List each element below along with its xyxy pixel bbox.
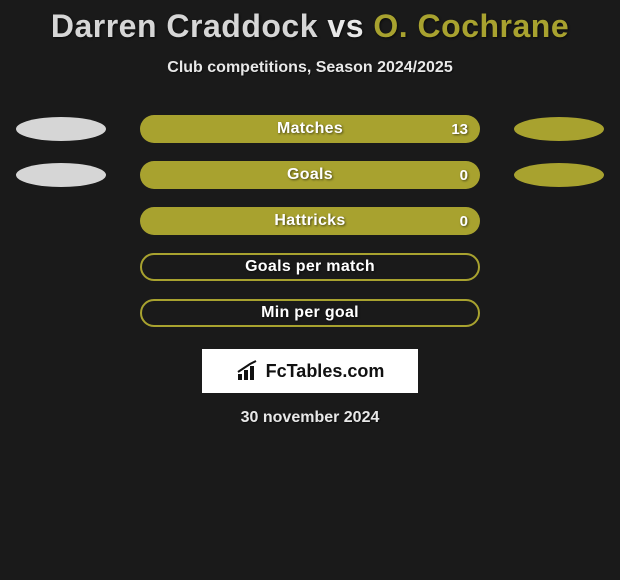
player1-name: Darren Craddock [51,8,318,44]
logo-box: FcTables.com [202,349,418,393]
stat-label: Matches [277,120,343,138]
subtitle: Club competitions, Season 2024/2025 [167,59,452,77]
stat-row: Min per goal [0,299,620,327]
player2-ellipse [514,117,604,141]
stat-bar: Goals per match [140,253,480,281]
stat-row: Hattricks 0 [0,207,620,235]
stat-bar: Min per goal [140,299,480,327]
stat-bar: Matches 13 [140,115,480,143]
stat-bar: Hattricks 0 [140,207,480,235]
player1-ellipse [16,163,106,187]
stat-bar: Goals 0 [140,161,480,189]
stat-label: Goals per match [245,258,375,276]
player2-name: O. Cochrane [373,8,569,44]
stat-label: Min per goal [261,304,359,322]
stat-value: 13 [451,121,468,138]
stat-value: 0 [460,213,468,230]
page-title: Darren Craddock vs O. Cochrane [51,8,569,45]
stat-label: Hattricks [274,212,345,230]
stat-value: 0 [460,167,468,184]
logo-text: FcTables.com [266,361,385,382]
vs-text: vs [327,8,364,44]
comparison-chart: Matches 13 Goals 0 Hattricks 0 Goals per match… [0,115,620,327]
stat-label: Goals [287,166,333,184]
stat-row: Goals 0 [0,161,620,189]
stat-row: Matches 13 [0,115,620,143]
player2-ellipse [514,163,604,187]
date-text: 30 november 2024 [241,409,380,427]
stat-row: Goals per match [0,253,620,281]
chart-icon [236,360,260,382]
player1-ellipse [16,117,106,141]
